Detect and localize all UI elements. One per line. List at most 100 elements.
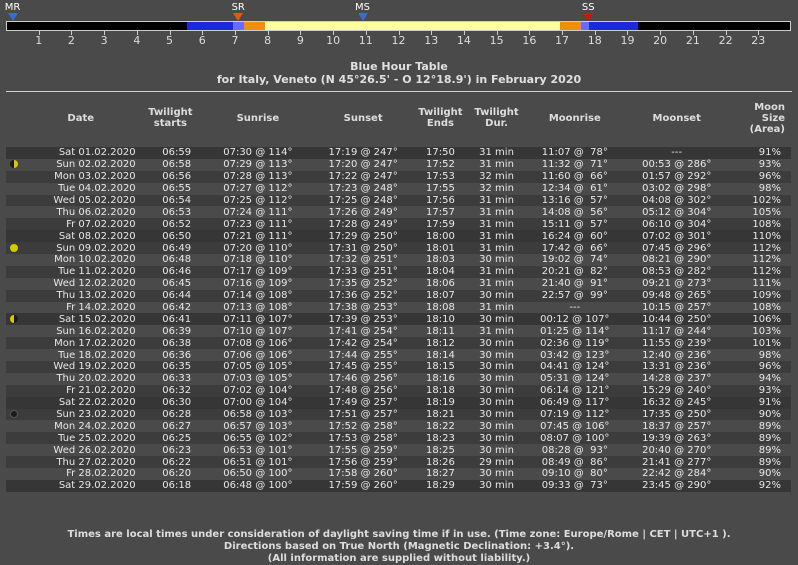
table-row: Sat 08.02.2020 06:50 07:21 @ 111° 17:29 @ 2… xyxy=(6,230,791,243)
hour-label: 9 xyxy=(296,34,304,47)
date-cell: Fr 21.02.2020 xyxy=(21,384,140,397)
marker-triangle-icon xyxy=(357,13,368,21)
hour-tick xyxy=(333,31,335,35)
date-cell: Wed 12.02.2020 xyxy=(21,277,140,290)
twilight-end-cell: 18:16 xyxy=(411,372,470,385)
moon-phase-cell xyxy=(6,206,22,219)
moon-phase-cell xyxy=(6,289,22,302)
moonrise-cell: 17:42 @ 66° xyxy=(523,242,626,255)
moon-phase-cell xyxy=(6,147,22,159)
sunrise-cell: 06:51 @ 101° xyxy=(201,456,315,469)
moon-phase-cell xyxy=(6,361,22,373)
hour-label: 18 xyxy=(587,34,602,47)
twilight-end-cell: 18:04 xyxy=(411,265,470,278)
timeline-segment xyxy=(265,22,560,30)
moon-phase-cell xyxy=(6,230,22,243)
table-row: Fr 07.02.2020 06:52 07:23 @ 111° 17:28 @ 24… xyxy=(6,218,791,231)
twilight-duration-cell: 30 min xyxy=(469,444,524,457)
sunset-cell: 17:38 @ 253° xyxy=(314,301,412,314)
hour-label: 15 xyxy=(489,34,504,47)
moonset-cell: 19:39 @ 263° xyxy=(625,432,728,445)
sunset-cell: 17:44 @ 255° xyxy=(314,349,412,362)
sunrise-cell: 07:28 @ 113° xyxy=(201,170,315,183)
twilight-duration-cell: 30 min xyxy=(469,372,524,385)
moon-phase-cell xyxy=(6,432,22,445)
sunset-cell: 17:19 @ 247° xyxy=(314,147,412,159)
hour-tick xyxy=(431,31,433,35)
spacer-row xyxy=(6,138,791,147)
twilight-end-cell: 17:59 xyxy=(411,218,470,231)
hour-tick xyxy=(202,31,204,35)
hour-label: 1 xyxy=(35,34,43,47)
moon-phase-cell xyxy=(6,444,22,457)
table-row: Tue 11.02.2020 06:46 07:17 @ 109° 17:33 @ 2… xyxy=(6,265,791,278)
moonrise-cell: 15:11 @ 57° xyxy=(523,218,626,231)
sunset-cell: 17:59 @ 260° xyxy=(314,479,412,492)
sunset-cell: 17:42 @ 254° xyxy=(314,337,412,350)
hour-tick xyxy=(562,31,564,35)
sunset-cell: 17:23 @ 248° xyxy=(314,182,412,195)
twilight-start-cell: 06:39 xyxy=(139,325,202,338)
sunset-cell: 17:31 @ 250° xyxy=(314,242,412,255)
table-row: Fr 14.02.2020 06:42 07:13 @ 108° 17:38 @ 25… xyxy=(6,301,791,314)
date-cell: Sun 23.02.2020 xyxy=(21,408,140,421)
hour-label: 22 xyxy=(718,34,733,47)
col-twilight-starts: Twilight starts xyxy=(148,107,193,129)
moon-size-cell: 110% xyxy=(727,230,791,243)
hour-tick xyxy=(660,31,662,35)
twilight-duration-cell: 30 min xyxy=(469,313,524,326)
twilight-duration-cell: 30 min xyxy=(469,361,524,373)
table-row: Sat 15.02.2020 06:41 07:11 @ 107° 17:39 @ 2… xyxy=(6,313,791,326)
date-cell: Mon 10.02.2020 xyxy=(21,254,140,266)
hour-tick xyxy=(529,31,531,35)
twilight-end-cell: 18:06 xyxy=(411,277,470,290)
twilight-start-cell: 06:56 xyxy=(139,170,202,183)
moonrise-cell: 07:45 @ 106° xyxy=(523,420,626,433)
moon-size-cell: 109% xyxy=(727,289,791,302)
moon-size-cell: 91% xyxy=(727,396,791,409)
sunset-cell: 17:35 @ 252° xyxy=(314,277,412,290)
table-row: Fr 21.02.2020 06:32 07:02 @ 104° 17:48 @ 25… xyxy=(6,384,791,397)
timeline-segment xyxy=(186,22,233,30)
table-row: Sat 01.02.2020 06:59 07:30 @ 114° 17:19 @ 2… xyxy=(6,147,791,159)
sunrise-cell: 07:11 @ 107° xyxy=(201,313,315,326)
sunrise-cell: 06:53 @ 101° xyxy=(201,444,315,457)
sunrise-cell: 07:20 @ 110° xyxy=(201,242,315,255)
sunrise-cell: 07:02 @ 104° xyxy=(201,384,315,397)
date-cell: Thu 27.02.2020 xyxy=(21,456,140,469)
date-cell: Wed 19.02.2020 xyxy=(21,361,140,373)
sunrise-cell: 07:03 @ 105° xyxy=(201,372,315,385)
moon-phase-cell xyxy=(6,456,22,469)
twilight-start-cell: 06:36 xyxy=(139,349,202,362)
date-cell: Wed 26.02.2020 xyxy=(21,444,140,457)
twilight-duration-cell: 30 min xyxy=(469,384,524,397)
hour-label: 11 xyxy=(358,34,373,47)
twilight-duration-cell: 30 min xyxy=(469,468,524,480)
hour-tick xyxy=(104,31,106,35)
hour-tick xyxy=(692,31,694,35)
sunset-cell: 17:22 @ 247° xyxy=(314,170,412,183)
date-cell: Fr 28.02.2020 xyxy=(21,468,140,480)
twilight-duration-cell: 31 min xyxy=(469,218,524,231)
sunset-cell: 17:26 @ 249° xyxy=(314,206,412,219)
twilight-end-cell: 18:29 xyxy=(411,479,470,492)
blue-hour-table: Date Twilight starts Sunrise Sunset Twili… xyxy=(6,98,791,492)
sunrise-cell: 07:24 @ 111° xyxy=(201,206,315,219)
twilight-duration-cell: 32 min xyxy=(469,170,524,183)
sunset-cell: 17:58 @ 260° xyxy=(314,468,412,480)
marker-label: SR xyxy=(231,2,245,13)
day-timeline: 1 2 3 4 5 6 7 8 9 10 11 12 13 14 15 16 17 18 19 20 21 22 23 MR S… xyxy=(0,0,798,50)
twilight-end-cell: 18:12 xyxy=(411,337,470,350)
hour-label: 8 xyxy=(264,34,272,47)
table-header-row: Date Twilight starts Sunrise Sunset Twili… xyxy=(6,98,791,138)
hour-label: 12 xyxy=(391,34,406,47)
moon-phase-cell xyxy=(6,265,22,278)
moonset-cell: 09:48 @ 265° xyxy=(625,289,728,302)
hour-label: 21 xyxy=(685,34,700,47)
table-row: Tue 18.02.2020 06:36 07:06 @ 106° 17:44 @ 2… xyxy=(6,349,791,362)
table-row: Sat 29.02.2020 06:18 06:48 @ 100° 17:59 @ 2… xyxy=(6,479,791,492)
moon-size-cell: 89% xyxy=(727,456,791,469)
twilight-end-cell: 18:14 xyxy=(411,349,470,362)
twilight-start-cell: 06:49 xyxy=(139,242,202,255)
moon-size-cell: 92% xyxy=(727,479,791,492)
